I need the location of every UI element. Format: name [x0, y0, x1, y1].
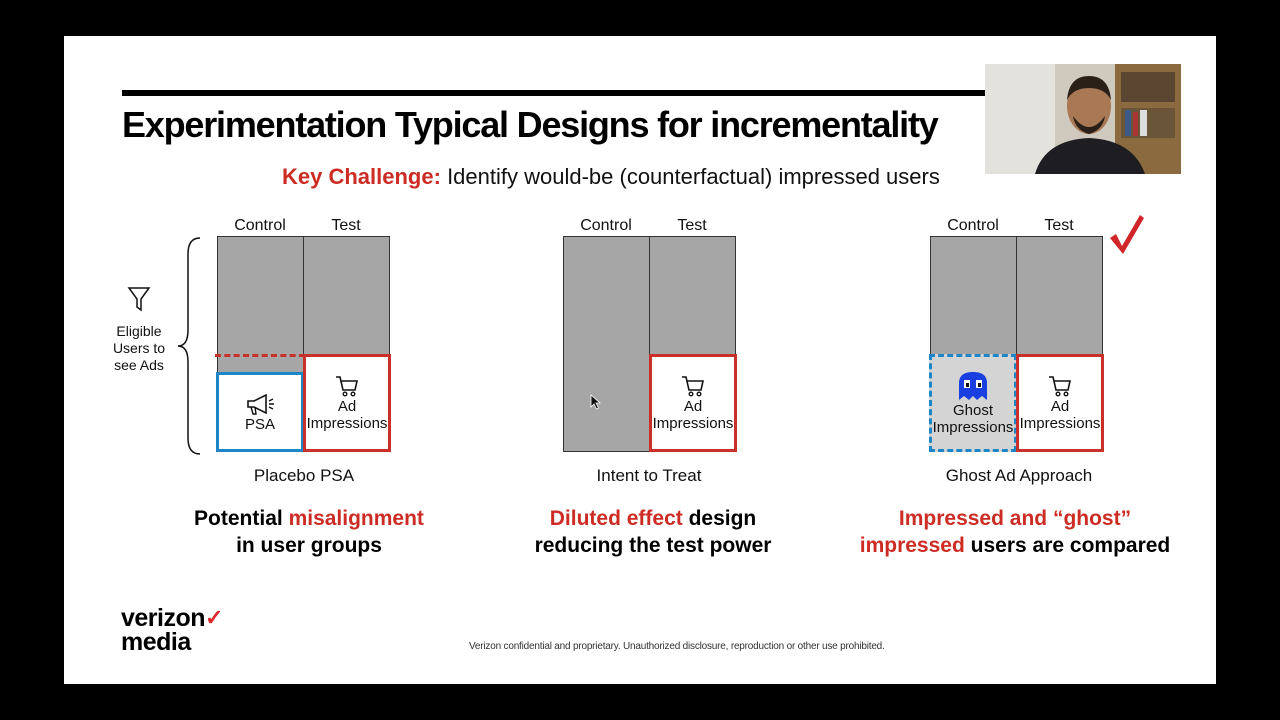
design3-ad-impressions-label: Ad Impressions [1019, 398, 1101, 432]
design3-test-label: Test [1044, 217, 1074, 234]
design2-summary-text-1: design [682, 507, 757, 530]
cart-icon [682, 376, 704, 397]
design2-test-label: Test [677, 217, 707, 234]
design1-caption: Placebo PSA [253, 466, 355, 485]
mouse-cursor-icon [590, 394, 602, 410]
ghost-icon [959, 372, 987, 400]
key-challenge: Key Challenge: Identify would-be (counte… [282, 164, 940, 190]
design2-summary-text-2: reducing the test power [534, 534, 772, 557]
cart-icon [336, 376, 358, 397]
design1-summary: Potential misalignment in user groups [164, 505, 454, 559]
design3-ghost-impressions-label: Ghost Impressions [932, 402, 1014, 436]
design2-summary-highlight: Diluted effect [549, 507, 683, 530]
key-challenge-label: Key Challenge: [282, 164, 441, 189]
design1-summary-highlight: misalignment [288, 507, 424, 530]
design2-control-column [563, 236, 650, 452]
design1-summary-text-2: in user groups [236, 534, 382, 557]
confidential-footer: Verizon confidential and proprietary. Un… [469, 641, 885, 652]
logo-line1: verizon [121, 604, 206, 632]
design3-summary-highlight-1: Impressed and “ghost” [898, 507, 1132, 530]
design2-caption: Intent to Treat [596, 466, 702, 485]
logo-tick: ✓ [205, 605, 223, 630]
presentation-slide: Experimentation Typical Designs for incr… [64, 36, 1216, 684]
design2-control-label: Control [580, 217, 632, 234]
cart-icon [1049, 376, 1071, 397]
title-rule [122, 90, 992, 96]
curly-brace [177, 237, 201, 455]
eligible-users-label: Eligible Users to see Ads [112, 323, 166, 373]
design1-test-label: Test [331, 217, 361, 234]
presenter-webcam [985, 64, 1181, 174]
design3-summary: Impressed and “ghost” impressed users ar… [840, 505, 1190, 559]
design2-summary: Diluted effect design reducing the test … [508, 505, 798, 559]
key-challenge-text: Identify would-be (counterfactual) impre… [447, 164, 940, 189]
verizon-media-logo: verizon✓ media [121, 604, 223, 656]
filter-icon [127, 287, 151, 312]
design1-summary-text-1: Potential [194, 507, 289, 530]
design1-ad-impressions-label: Ad Impressions [306, 398, 388, 432]
megaphone-icon [247, 393, 274, 415]
slide-title: Experimentation Typical Designs for incr… [122, 104, 939, 145]
design3-caption: Ghost Ad Approach [945, 466, 1093, 485]
design1-control-label: Control [234, 217, 286, 234]
design3-control-label: Control [947, 217, 999, 234]
design2-ad-impressions-label: Ad Impressions [652, 398, 734, 432]
design1-psa-box: PSA [216, 372, 304, 452]
presenter-video-feed [985, 64, 1181, 174]
checkmark-icon [1110, 215, 1144, 254]
design1-ad-impressions-box: Ad Impressions [303, 354, 391, 452]
design3-ghost-impressions-box: Ghost Impressions [929, 354, 1017, 452]
design1-psa-label: PSA [244, 415, 275, 433]
design1-misalignment-line [215, 354, 305, 357]
design3-summary-text: users are compared [964, 534, 1171, 557]
design2-ad-impressions-box: Ad Impressions [649, 354, 737, 452]
logo-line2: media [121, 628, 191, 656]
design3-ad-impressions-box: Ad Impressions [1016, 354, 1104, 452]
design3-summary-highlight-2: impressed [859, 534, 965, 557]
